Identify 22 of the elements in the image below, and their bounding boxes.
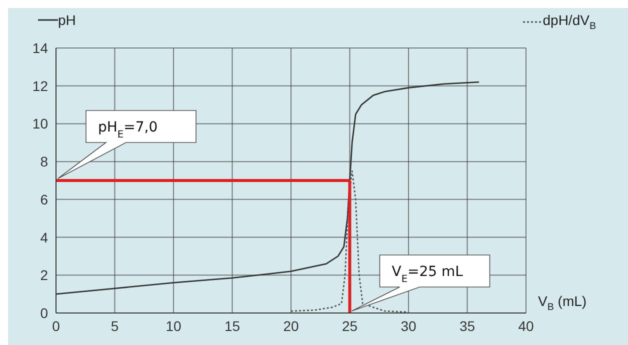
x-tick-label: 0 (52, 318, 60, 334)
x-tick-label: 35 (459, 318, 476, 334)
x-tick-label: 30 (400, 318, 416, 334)
x-tick-label: 25 (342, 318, 358, 334)
x-tick-label: 20 (283, 318, 299, 334)
x-tick-label: 15 (224, 318, 240, 334)
y-tick-label: 6 (40, 191, 48, 208)
y-tick-label: 12 (32, 78, 48, 94)
x-tick-label: 5 (110, 318, 119, 334)
legend-label: dpH/dV$_{B}$ (542, 12, 596, 32)
x-tick-label: 40 (518, 318, 534, 334)
y-tick-label: 0 (40, 304, 48, 321)
x-axis-title: V$_{B}$ (mL) (538, 293, 587, 313)
y-tick-label: 10 (32, 116, 48, 132)
x-tick-label: 10 (166, 318, 182, 334)
ref-line-label: pH$_{E}$=7,0 (98, 120, 158, 140)
y-tick-label: 4 (40, 229, 48, 246)
y-tick-label: 14 (32, 40, 48, 56)
ref-line-label: V$_{E}$=25 mL (392, 264, 464, 284)
y-tick-label: 8 (40, 154, 48, 170)
y-tick-label: 2 (40, 267, 48, 284)
legend-label: pH (58, 12, 76, 28)
